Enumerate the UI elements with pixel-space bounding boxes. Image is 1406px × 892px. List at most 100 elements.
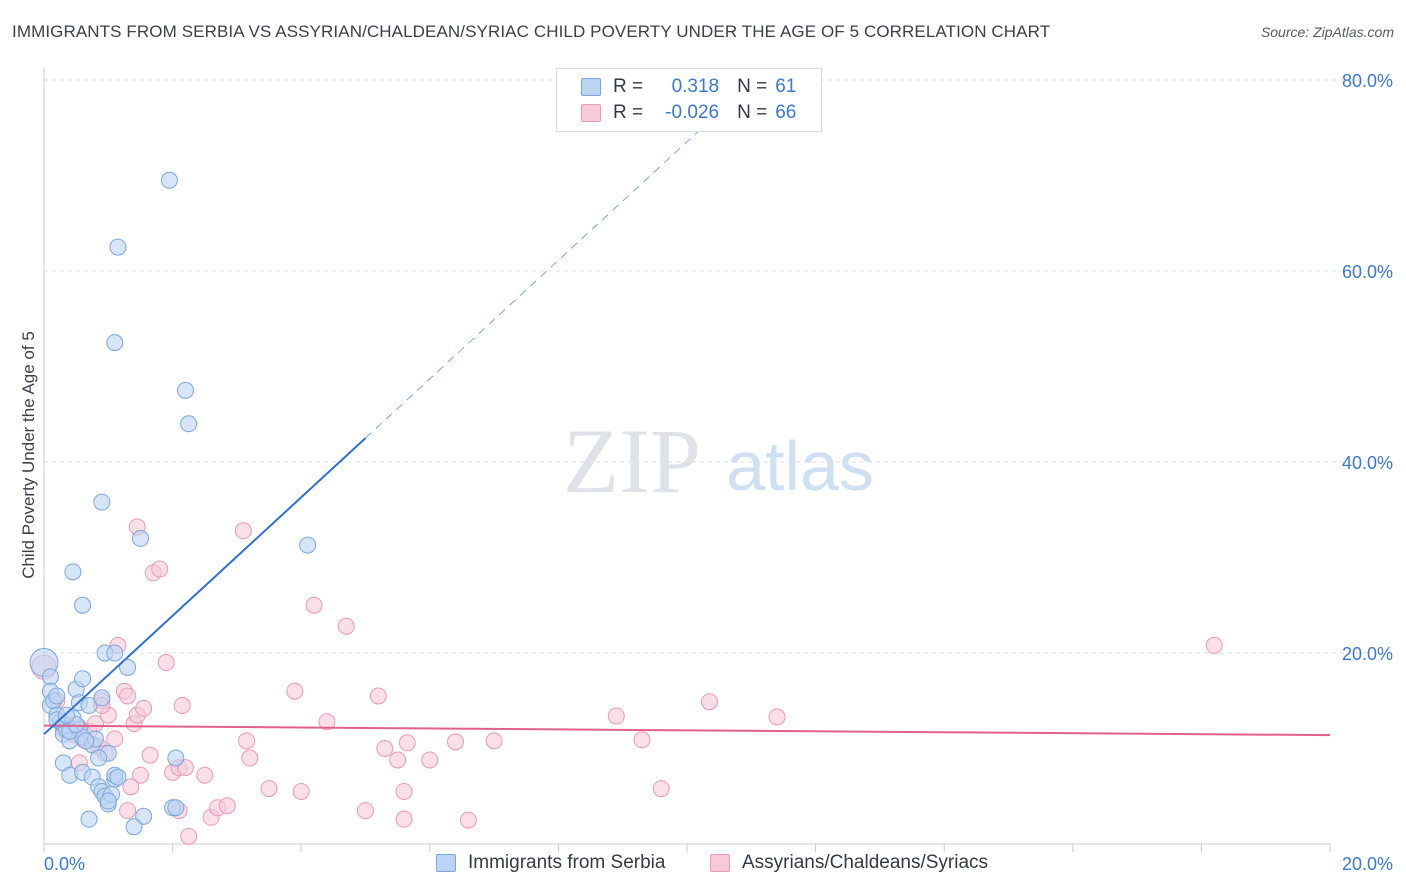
assyrian-point bbox=[135, 699, 153, 717]
y-tick-label: 80.0% bbox=[1342, 71, 1393, 91]
source-credit: Source: ZipAtlas.com bbox=[1260, 24, 1394, 40]
assyrian-swatch bbox=[581, 104, 601, 122]
serbia-swatch bbox=[581, 78, 601, 96]
y-axis-label: Child Poverty Under the Age of 5 bbox=[19, 331, 38, 579]
assyrian-point bbox=[106, 730, 124, 748]
assyrian-point bbox=[141, 746, 159, 764]
serbia-point bbox=[93, 689, 111, 707]
axes bbox=[43, 68, 1331, 852]
assyrian-point bbox=[421, 751, 439, 769]
series-legend: Immigrants from Serbia Assyrians/Chaldea… bbox=[0, 852, 1406, 878]
serbia-point bbox=[131, 529, 149, 547]
n-value-assyrian: 66 bbox=[775, 102, 797, 123]
serbia-point bbox=[90, 749, 108, 767]
serbia-point bbox=[106, 644, 124, 662]
assyrian-point bbox=[652, 780, 670, 798]
assyrian-point bbox=[131, 766, 149, 784]
serbia-point bbox=[109, 768, 127, 786]
series-assyrian-points bbox=[31, 518, 1223, 845]
assyrian-point bbox=[318, 713, 336, 731]
serbia-point bbox=[109, 238, 127, 256]
assyrian-point bbox=[398, 734, 416, 752]
assyrian-point bbox=[218, 797, 236, 815]
r-label: R = bbox=[613, 76, 644, 97]
assyrian-point bbox=[395, 810, 413, 828]
assyrian-point bbox=[119, 802, 137, 820]
serbia-point bbox=[99, 792, 117, 810]
assyrian-point bbox=[1205, 636, 1223, 654]
assyrian-point bbox=[196, 766, 214, 784]
y-tick-label: 40.0% bbox=[1342, 453, 1393, 473]
serbia-point bbox=[74, 596, 92, 614]
serbia-point bbox=[160, 171, 178, 189]
watermark-atlas: atlas bbox=[726, 427, 874, 505]
legend-label-assyrian: Assyrians/Chaldeans/Syriacs bbox=[742, 852, 989, 873]
x-tick-label: 0.0% bbox=[44, 854, 85, 874]
assyrian-point bbox=[292, 782, 310, 800]
r-value-serbia: 0.318 bbox=[671, 76, 720, 97]
assyrian-point bbox=[173, 697, 191, 715]
serbia-point bbox=[119, 658, 137, 676]
trend-lines bbox=[43, 93, 1331, 737]
assyrian-point bbox=[241, 749, 259, 767]
assyrian-point bbox=[376, 740, 394, 757]
stats-legend: R = 0.318 N = 61 R = -0.026 N = 66 bbox=[556, 68, 822, 132]
assyrian-point bbox=[151, 560, 169, 578]
serbia-point bbox=[64, 563, 82, 581]
serbia-point bbox=[80, 697, 98, 715]
stats-legend-row-assyrian: R = -0.026 N = 66 bbox=[557, 100, 796, 126]
serbia-point bbox=[80, 810, 98, 828]
serbia-point bbox=[135, 807, 153, 825]
assyrian-point bbox=[459, 811, 477, 829]
n-label: N = bbox=[737, 76, 768, 97]
trend-line-serbia bbox=[43, 437, 367, 735]
assyrian-point bbox=[447, 733, 465, 751]
serbia-point bbox=[180, 415, 198, 433]
serbia-point bbox=[74, 670, 92, 688]
chart-title: IMMIGRANTS FROM SERBIA VS ASSYRIAN/CHALD… bbox=[12, 22, 1051, 41]
serbia-point bbox=[299, 536, 317, 554]
assyrian-point bbox=[701, 693, 719, 711]
watermark-zip: ZIP bbox=[563, 410, 701, 512]
serbia-point bbox=[48, 687, 66, 705]
assyrian-point bbox=[286, 682, 304, 700]
assyrian-point bbox=[633, 731, 651, 749]
assyrian-point bbox=[389, 751, 407, 769]
serbia-point bbox=[77, 732, 95, 750]
serbia-swatch bbox=[436, 854, 456, 872]
assyrian-point bbox=[485, 732, 503, 750]
x-tick-label: 20.0% bbox=[1342, 854, 1393, 874]
serbia-point bbox=[41, 668, 59, 686]
n-label: N = bbox=[737, 102, 768, 123]
serbia-point bbox=[125, 818, 143, 836]
legend-label-serbia: Immigrants from Serbia bbox=[468, 852, 666, 873]
trend-line-assyrian bbox=[43, 724, 1331, 737]
watermark: ZIP atlas bbox=[563, 410, 874, 512]
assyrian-point bbox=[119, 687, 137, 705]
assyrian-swatch bbox=[710, 854, 730, 872]
y-tick-label: 20.0% bbox=[1342, 644, 1393, 664]
assyrian-point bbox=[180, 827, 198, 845]
assyrian-point bbox=[260, 780, 278, 798]
serbia-point bbox=[176, 381, 194, 399]
legend-item-assyrian[interactable]: Assyrians/Chaldeans/Syriacs bbox=[710, 852, 988, 874]
assyrian-point bbox=[395, 782, 413, 800]
series-serbia-points bbox=[29, 171, 317, 836]
tick-labels: 20.0% 40.0% 60.0% 80.0% 0.0% 20.0% bbox=[44, 71, 1393, 874]
r-value-assyrian: -0.026 bbox=[665, 102, 720, 123]
serbia-point bbox=[167, 749, 185, 767]
trend-extension-serbia bbox=[365, 93, 739, 439]
assyrian-point bbox=[607, 707, 625, 725]
assyrian-point bbox=[157, 654, 175, 672]
gridlines bbox=[44, 79, 1392, 654]
legend-item-serbia[interactable]: Immigrants from Serbia bbox=[436, 852, 665, 874]
serbia-point bbox=[106, 334, 124, 352]
n-value-serbia: 61 bbox=[775, 76, 797, 97]
assyrian-point bbox=[238, 732, 256, 750]
r-label: R = bbox=[613, 102, 644, 123]
assyrian-point bbox=[305, 596, 323, 614]
serbia-point bbox=[167, 799, 185, 817]
assyrian-point bbox=[357, 802, 374, 820]
assyrian-point bbox=[122, 778, 140, 796]
